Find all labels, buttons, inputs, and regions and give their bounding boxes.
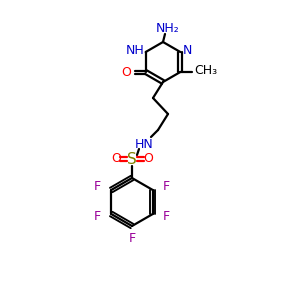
Text: F: F [128, 232, 136, 245]
Text: N: N [183, 44, 192, 58]
Text: F: F [94, 181, 101, 194]
Text: F: F [163, 211, 170, 224]
Text: CH₃: CH₃ [194, 64, 217, 77]
Text: NH: NH [125, 44, 144, 58]
Text: O: O [143, 152, 153, 164]
Text: F: F [94, 211, 101, 224]
Text: S: S [127, 152, 137, 167]
Text: O: O [111, 152, 121, 164]
Text: F: F [163, 181, 170, 194]
Text: HN: HN [135, 137, 153, 151]
Text: NH₂: NH₂ [156, 22, 180, 34]
Text: O: O [122, 65, 132, 79]
